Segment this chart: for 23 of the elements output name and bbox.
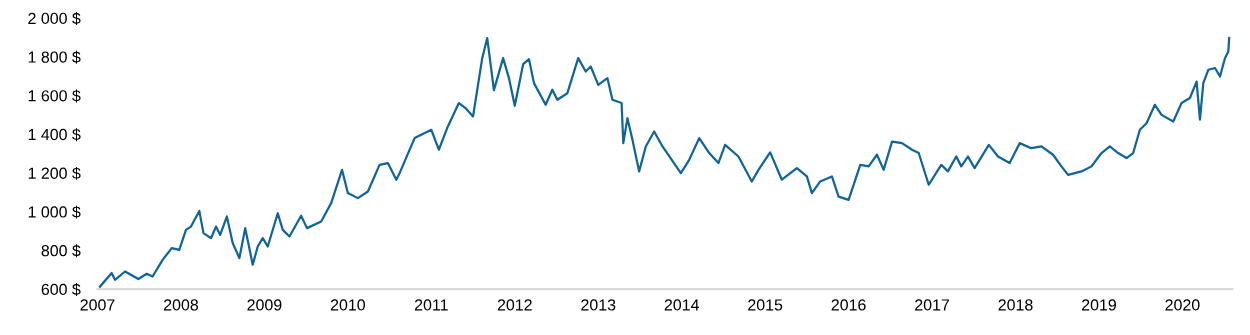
x-tick-label: 2011 xyxy=(414,299,448,311)
x-tick-label: 2012 xyxy=(497,299,532,311)
x-tick-label: 2008 xyxy=(164,299,199,311)
x-tick-label: 2010 xyxy=(330,299,366,311)
y-tick-label: 1 000 $ xyxy=(28,205,81,219)
x-tick-label: 2016 xyxy=(831,299,866,311)
x-tick-label: 2013 xyxy=(581,299,616,311)
y-tick-label: 1 600 $ xyxy=(28,89,81,103)
x-tick-label: 2015 xyxy=(748,299,783,311)
x-tick-label: 2019 xyxy=(1082,299,1116,311)
y-tick-label: 600 $ xyxy=(41,283,81,296)
y-tick-label: 1 200 $ xyxy=(28,166,81,180)
line-series xyxy=(98,36,1231,288)
y-tick-label: 800 $ xyxy=(41,244,81,258)
x-tick-label: 2007 xyxy=(80,299,115,311)
y-tick-label: 1 800 $ xyxy=(28,50,81,64)
x-tick-label: 2017 xyxy=(915,299,950,311)
x-tick-label: 2018 xyxy=(998,299,1033,311)
x-tick-label: 2014 xyxy=(664,299,699,311)
y-tick-label: 1 400 $ xyxy=(28,128,81,142)
x-tick-label: 2009 xyxy=(247,299,282,311)
x-tick-label: 2020 xyxy=(1165,299,1200,311)
y-tick-label: 2 000 $ xyxy=(28,12,81,25)
